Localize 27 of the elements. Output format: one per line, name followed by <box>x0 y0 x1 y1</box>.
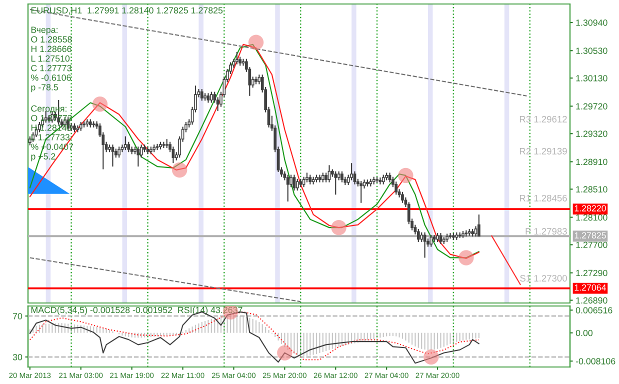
annotation: R1 1.28456 <box>520 194 567 202</box>
annotation: R3 1.29612 <box>520 116 567 123</box>
annotation: R2 1.29139 <box>520 148 567 155</box>
annotation: P 1.27983 <box>526 228 567 235</box>
y2-tick-label: 30 <box>12 354 22 360</box>
y-tick-label: 1.28100 <box>576 214 608 221</box>
ref-line-label: 1.27825 <box>574 232 606 239</box>
y-tick-label: 0.00 <box>576 330 593 336</box>
annotation: S1 1.27300 <box>520 274 567 282</box>
y2-tick-label: 70 <box>13 313 22 320</box>
y-tick-label: 1.30940 <box>576 20 608 26</box>
y-tick-label: -0.008106 <box>576 358 616 364</box>
y-tick-label: 1.29720 <box>576 103 608 110</box>
y-tick-label: 1.27700 <box>576 242 608 248</box>
chart-title: MACD(5,34,5) -0.001528 -0.001952 RSI(14) 43.2637 <box>31 306 242 315</box>
y-tick-label: 1.27290 <box>576 270 608 276</box>
y-tick-label: 1.28910 <box>576 158 608 166</box>
y-tick-label: 1.28510 <box>576 186 608 192</box>
chart-title: EURUSD,H1 1.27991 1.28140 1.27825 1.27825 <box>31 7 223 15</box>
y-tick-label: 1.26890 <box>576 297 608 304</box>
ref-line-label: 1.27064 <box>574 284 606 291</box>
y-tick-label: 1.30530 <box>576 48 608 54</box>
y-tick-label: 1.30130 <box>576 75 608 82</box>
y-tick-label: 1.29320 <box>576 130 608 137</box>
ref-line-label: 1.28220 <box>574 205 606 212</box>
y-tick-label: 0.006516 <box>576 307 612 314</box>
annotation: Вчера: O 1.28558 H 1.28666 L 1.27510 C 1.27773 % -0.6106 p -78.5 <box>31 26 72 92</box>
